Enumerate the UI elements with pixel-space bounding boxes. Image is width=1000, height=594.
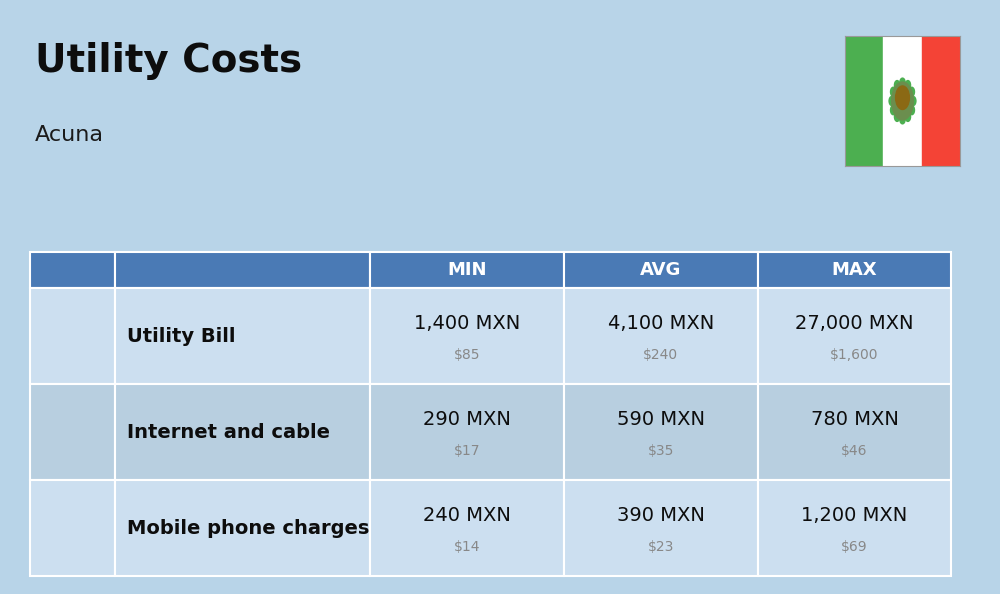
Bar	[922, 36, 960, 166]
Circle shape	[909, 106, 914, 115]
Text: $46: $46	[841, 444, 868, 459]
Circle shape	[41, 314, 49, 322]
Text: 290 MXN: 290 MXN	[423, 410, 511, 429]
Circle shape	[905, 81, 911, 90]
Circle shape	[58, 295, 65, 304]
Bar	[845, 36, 883, 166]
Circle shape	[52, 308, 70, 328]
Text: 590 MXN: 590 MXN	[617, 410, 705, 429]
Circle shape	[46, 300, 53, 309]
Text: 1,200 MXN: 1,200 MXN	[801, 506, 908, 525]
Circle shape	[67, 301, 82, 318]
Circle shape	[74, 314, 82, 322]
Text: 390 MXN: 390 MXN	[617, 506, 705, 525]
Bar	[73, 501, 79, 511]
Bar	[76, 336, 103, 368]
Text: $240: $240	[643, 348, 678, 362]
Text: $1,600: $1,600	[830, 348, 879, 362]
Text: $69: $69	[841, 541, 868, 554]
Circle shape	[896, 86, 909, 109]
Circle shape	[70, 446, 76, 452]
Text: $85: $85	[454, 348, 480, 362]
Text: Utility Costs: Utility Costs	[35, 42, 302, 80]
Text: $14: $14	[454, 541, 480, 554]
Circle shape	[894, 112, 900, 121]
Text: Internet and cable: Internet and cable	[127, 422, 330, 441]
Circle shape	[900, 115, 905, 124]
Bar	[66, 516, 72, 526]
Text: 27,000 MXN: 27,000 MXN	[795, 314, 914, 333]
Text: MAX: MAX	[832, 261, 877, 279]
Bar	[66, 501, 72, 511]
Text: 4,100 MXN: 4,100 MXN	[608, 314, 714, 333]
Circle shape	[911, 96, 916, 106]
Bar	[80, 501, 86, 511]
Bar	[59, 501, 65, 511]
Circle shape	[45, 299, 78, 336]
FancyBboxPatch shape	[41, 435, 104, 463]
Circle shape	[909, 87, 914, 96]
Text: 240 MXN: 240 MXN	[423, 506, 511, 525]
Circle shape	[58, 332, 65, 340]
Circle shape	[905, 112, 911, 121]
Text: Acuna: Acuna	[35, 125, 104, 145]
Circle shape	[891, 106, 896, 115]
Bar	[73, 516, 79, 526]
Text: $23: $23	[648, 541, 674, 554]
Circle shape	[900, 78, 905, 87]
Circle shape	[70, 558, 76, 565]
Text: $35: $35	[648, 444, 674, 459]
Circle shape	[891, 87, 896, 96]
Bar	[59, 516, 65, 526]
Circle shape	[70, 422, 75, 427]
Text: 1,400 MXN: 1,400 MXN	[414, 314, 520, 333]
Text: 780 MXN: 780 MXN	[811, 410, 898, 429]
Circle shape	[46, 327, 53, 335]
Circle shape	[69, 327, 77, 335]
Circle shape	[894, 81, 900, 90]
FancyBboxPatch shape	[51, 487, 94, 570]
Bar	[883, 36, 922, 166]
Circle shape	[69, 300, 77, 309]
Text: MIN: MIN	[447, 261, 487, 279]
Bar	[68, 311, 80, 329]
Text: AVG: AVG	[640, 261, 681, 279]
Bar	[58, 503, 88, 555]
Bar	[80, 516, 86, 526]
Text: $17: $17	[454, 444, 480, 459]
Bar	[41, 333, 64, 368]
Circle shape	[889, 96, 894, 106]
Circle shape	[891, 81, 914, 121]
Text: Utility Bill: Utility Bill	[127, 327, 236, 346]
Text: Mobile phone charges: Mobile phone charges	[127, 519, 369, 538]
